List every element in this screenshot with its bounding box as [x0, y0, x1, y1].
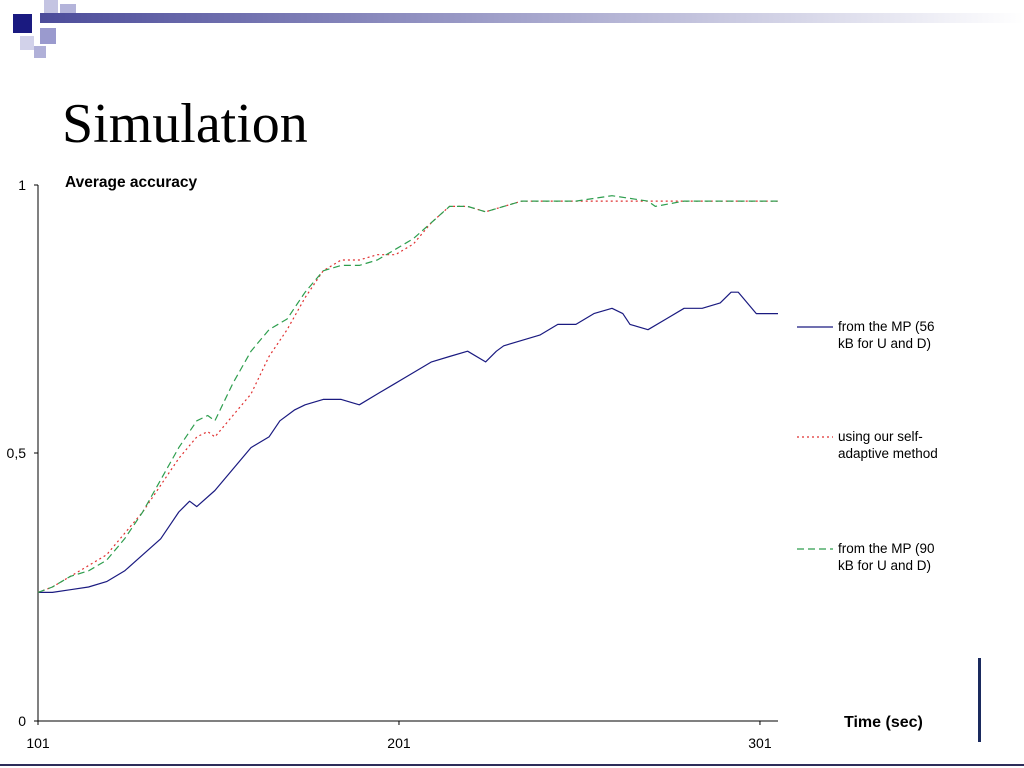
decorative-square-light: [40, 28, 56, 44]
footer-rule: [0, 764, 1024, 766]
legend-label-1: kB for U and D): [838, 336, 931, 351]
legend-label-2: adaptive method: [838, 446, 938, 461]
decorative-square-light: [44, 0, 58, 14]
series-line-2: [37, 200, 778, 593]
y-tick-label: 0: [18, 713, 26, 729]
slide-title: Simulation: [62, 93, 308, 155]
header-gradient-bar: [40, 13, 1024, 23]
decorative-square-light: [34, 46, 46, 58]
x-tick-label: 201: [387, 735, 411, 751]
decorative-square-light: [20, 36, 34, 50]
y-tick-label: 1: [18, 177, 26, 193]
legend-label-2: using our self-: [838, 429, 923, 444]
series-line-1: [38, 291, 778, 593]
line-chart: 0 0,5 1 101 201 301 from the MP (56 kB for U a…: [7, 174, 938, 751]
legend-label-3: kB for U and D): [838, 558, 931, 573]
x-tick-label: 301: [748, 735, 772, 751]
chart-series: [37, 195, 778, 593]
x-axis-label: Time (sec): [844, 714, 923, 731]
decorative-square-navy: [13, 14, 32, 33]
x-tick-label: 101: [26, 735, 50, 751]
legend-label-3: from the MP (90: [838, 541, 935, 556]
y-tick-label: 0,5: [7, 445, 27, 461]
right-accent-bar: [978, 658, 981, 742]
chart-axes: 0 0,5 1 101 201 301: [7, 177, 778, 751]
legend-label-1: from the MP (56: [838, 319, 935, 334]
chart-legend: from the MP (56 kB for U and D) using our …: [797, 319, 938, 573]
series-line-3: [37, 195, 778, 593]
chart-title: Average accuracy: [65, 174, 198, 191]
